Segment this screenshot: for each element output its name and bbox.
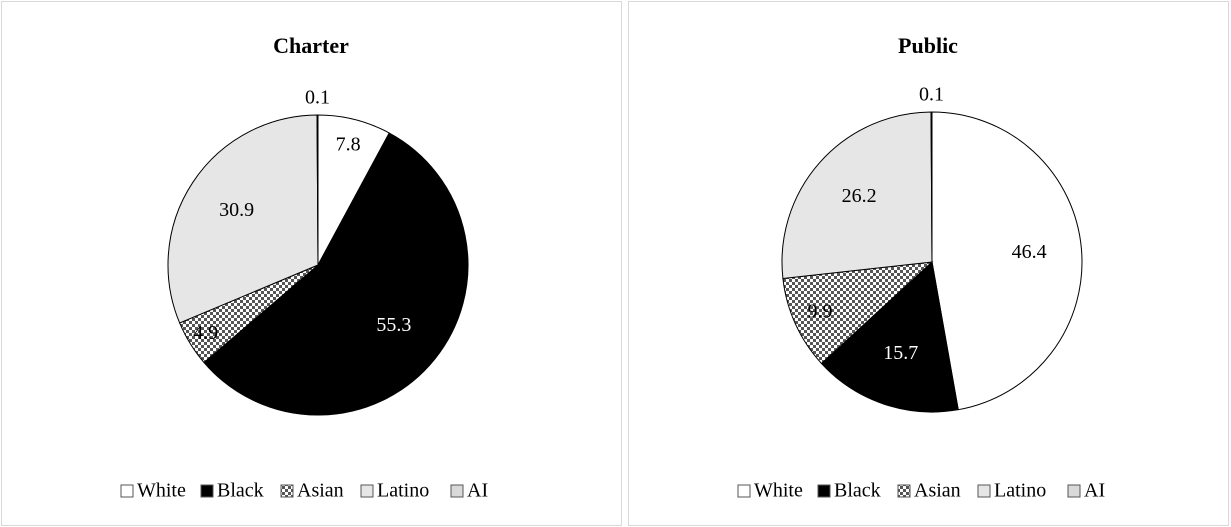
legend-swatch [897, 484, 911, 498]
pie-slice [930, 111, 933, 263]
pie-slice [781, 111, 933, 280]
data-label: 55.3 [376, 314, 411, 336]
legend-swatch [450, 484, 464, 498]
legend-swatch [280, 484, 294, 498]
legend-swatch [200, 484, 214, 498]
data-label: 0.1 [305, 87, 330, 109]
legend-label: Latino [994, 480, 1046, 502]
pie-slice [931, 111, 1083, 411]
data-label: 4.9 [193, 322, 218, 344]
panel-border [628, 1, 1229, 526]
pie-slice [167, 114, 319, 324]
legend-swatch [360, 484, 374, 498]
legend-label: AI [467, 480, 488, 502]
pie-slice [782, 261, 934, 365]
legend-label: Asian [914, 480, 961, 502]
legend-label: Black [834, 480, 881, 502]
chart-title: Charter [273, 33, 349, 58]
legend-swatch [977, 484, 991, 498]
data-label: 26.2 [842, 185, 877, 207]
legend-label: White [754, 480, 803, 502]
chart-title: Public [898, 33, 958, 58]
data-label: 46.4 [1012, 241, 1047, 263]
data-label: 15.7 [883, 342, 918, 364]
pie-slice [820, 261, 959, 413]
legend-swatch [737, 484, 751, 498]
data-label: 7.8 [336, 133, 361, 155]
legend-label: AI [1084, 480, 1105, 502]
legend-label: White [137, 480, 186, 502]
legend-label: Latino [377, 480, 429, 502]
data-label: 0.1 [919, 84, 944, 106]
legend-swatch [1067, 484, 1081, 498]
legend-swatch [817, 484, 831, 498]
panel-border [1, 1, 622, 526]
pie-slice [203, 132, 469, 416]
legend-label: Asian [297, 480, 344, 502]
pie-slice [316, 114, 319, 266]
data-label: 9.9 [808, 300, 833, 322]
legend-swatch [120, 484, 134, 498]
data-label: 30.9 [219, 199, 254, 221]
legend-label: Black [217, 480, 264, 502]
